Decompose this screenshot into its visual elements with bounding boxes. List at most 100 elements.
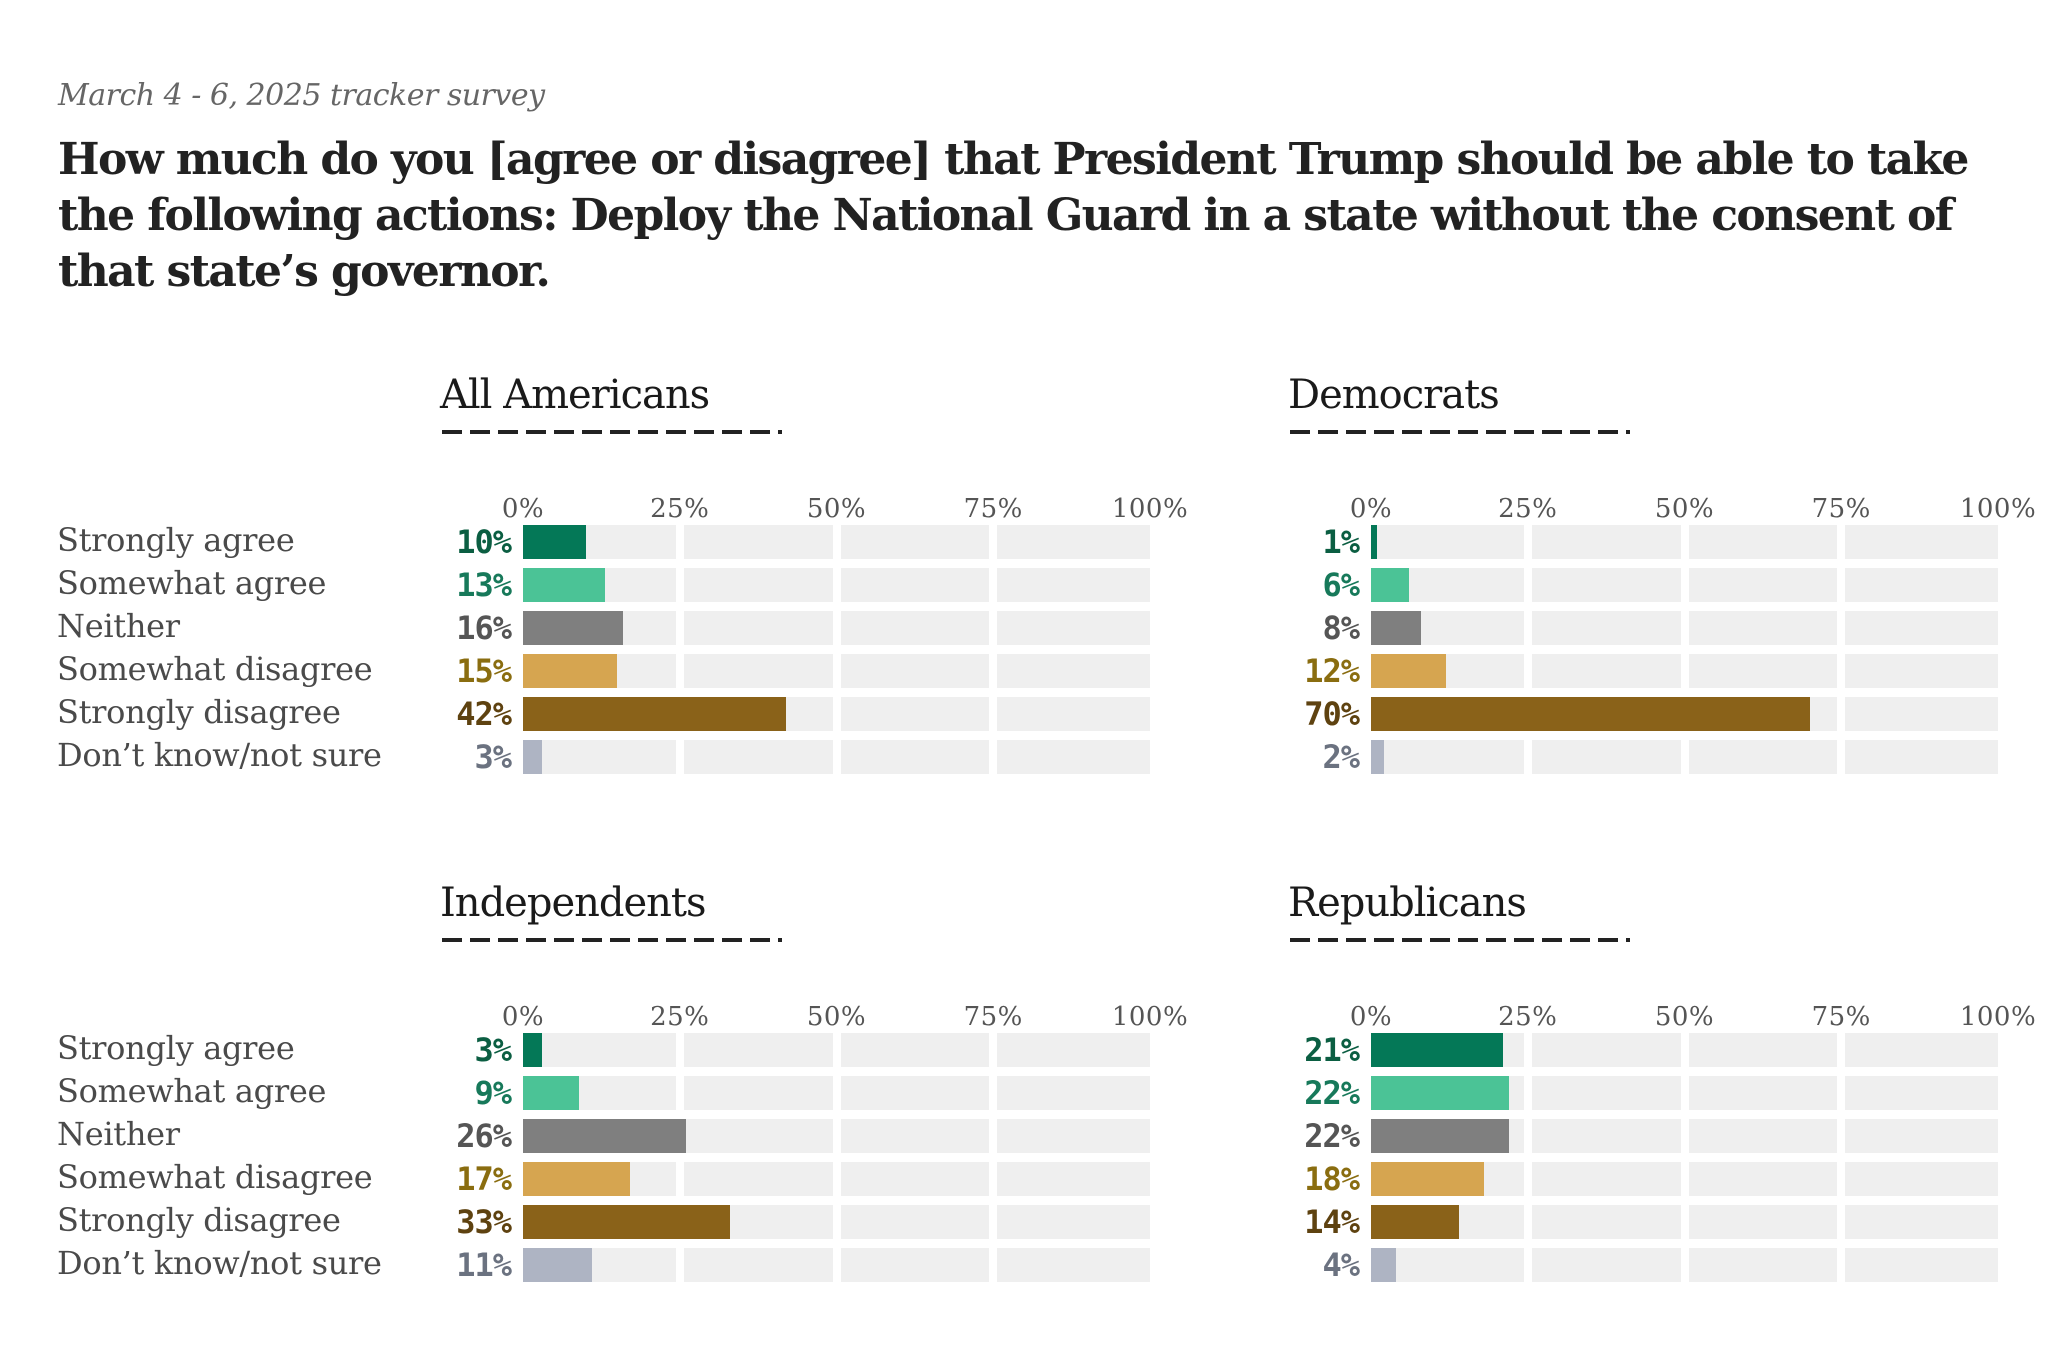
track-segment: [683, 568, 833, 602]
category-label: Don’t know/not sure: [57, 736, 382, 774]
bar-neither: [1371, 611, 1422, 645]
panel-heading: Independents: [440, 880, 707, 926]
track-segment: [1531, 568, 1681, 602]
bar-row: Strongly disagree 33%: [57, 1201, 1150, 1241]
panel-heading: All Americans: [440, 372, 710, 418]
track-segment: [840, 740, 990, 774]
x-tick-label: 25%: [650, 1002, 710, 1032]
track-segment: [1371, 740, 1524, 774]
chart-panel-republicans: Republicans 0% 25% 50% 75% 100% 21% 22% 22% 18% 14…: [1288, 880, 2048, 1300]
track-segment: [683, 1248, 833, 1282]
value-label: 9%: [474, 1074, 512, 1112]
bar-row: Somewhat agree 13%: [57, 564, 1150, 604]
x-tick-label: 75%: [963, 494, 1023, 524]
value-label: 3%: [474, 1031, 512, 1069]
track-segment: [997, 611, 1150, 645]
bar-somewhat-disagree: [1371, 1162, 1484, 1196]
bar-row: 14%: [1288, 1203, 1998, 1241]
bar-track: [523, 740, 1150, 774]
track-segment: [840, 1205, 990, 1239]
chart-panel-all-americans: All Americans 0% 25% 50% 75% 100% Strongly agr…: [57, 372, 1440, 792]
track-segment: [1688, 1248, 1838, 1282]
x-tick-label: 100%: [1111, 494, 1189, 524]
track-segment: [840, 697, 990, 731]
track-segment: [1688, 1033, 1838, 1067]
bar-somewhat-disagree: [523, 1162, 630, 1196]
panel-heading: Democrats: [1288, 372, 1500, 418]
bar-track: [1371, 568, 1998, 602]
x-tick-label: 75%: [963, 1002, 1023, 1032]
bar-strongly-agree: [523, 525, 586, 559]
chart-panel-democrats: Democrats 0% 25% 50% 75% 100% 1% 6% 8% 12% 70% 2%: [1288, 372, 2048, 792]
track-segment: [840, 568, 990, 602]
bar-row: Somewhat disagree 17%: [57, 1158, 1150, 1198]
bar-track: [1371, 525, 1998, 559]
track-segment: [997, 1248, 1150, 1282]
track-segment: [997, 1119, 1150, 1153]
track-segment: [1531, 1248, 1681, 1282]
x-tick-label: 50%: [1654, 494, 1715, 524]
track-segment: [1531, 525, 1681, 559]
bar-somewhat-agree: [1371, 568, 1409, 602]
track-segment: [1531, 1162, 1681, 1196]
bar-track: [523, 697, 1150, 731]
survey-date-subtitle: March 4 - 6, 2025 tracker survey: [58, 78, 545, 113]
track-segment: [1845, 1033, 1998, 1067]
bar-track: [523, 1248, 1150, 1282]
bar-row: Neither 26%: [57, 1115, 1150, 1155]
x-tick-label: 100%: [1959, 494, 2037, 524]
track-segment: [1845, 697, 1998, 731]
track-segment: [1688, 611, 1838, 645]
x-tick-label: 100%: [1111, 1002, 1189, 1032]
track-segment: [1531, 740, 1681, 774]
bar-row: 4%: [1288, 1246, 1998, 1284]
track-segment: [1688, 1119, 1838, 1153]
track-segment: [997, 740, 1150, 774]
track-segment: [997, 1205, 1150, 1239]
track-segment: [1688, 525, 1838, 559]
track-segment: [997, 1162, 1150, 1196]
bar-row: 1%: [1288, 523, 1998, 561]
value-label: 42%: [456, 695, 512, 733]
track-segment: [1531, 1033, 1681, 1067]
bar-track: [1371, 1119, 1998, 1153]
track-segment: [683, 1119, 833, 1153]
bar-row: 12%: [1288, 652, 1998, 690]
value-label: 22%: [1304, 1074, 1360, 1112]
x-tick-label: 25%: [1498, 1002, 1558, 1032]
value-label: 6%: [1322, 566, 1360, 604]
bar-track: [523, 1205, 1150, 1239]
x-tick-label: 0%: [501, 1002, 545, 1032]
track-segment: [1845, 1205, 1998, 1239]
track-segment: [1688, 654, 1838, 688]
track-segment: [523, 740, 676, 774]
track-segment: [1845, 1076, 1998, 1110]
bar-strongly-disagree: [1371, 1205, 1459, 1239]
bar-row: Strongly disagree 42%: [57, 693, 1150, 733]
track-segment: [1845, 525, 1998, 559]
bar-row: 22%: [1288, 1074, 1998, 1112]
track-segment: [683, 525, 833, 559]
track-segment: [997, 654, 1150, 688]
track-segment: [1845, 740, 1998, 774]
bar-strongly-disagree: [1371, 697, 1810, 731]
heading-underline: [1290, 938, 1630, 942]
bar-track: [523, 1119, 1150, 1153]
category-label: Strongly disagree: [57, 693, 341, 731]
bar-track: [1371, 1033, 1998, 1067]
category-label: Somewhat agree: [57, 1072, 327, 1110]
bar-don-t-know-not-sure: [1371, 740, 1384, 774]
bar-track: [523, 1076, 1150, 1110]
track-segment: [1371, 1248, 1524, 1282]
chart-panel-independents: Independents 0% 25% 50% 75% 100% Strongly agre…: [57, 880, 1440, 1300]
track-segment: [683, 1076, 833, 1110]
x-tick-label: 0%: [1349, 1002, 1393, 1032]
value-label: 11%: [456, 1246, 512, 1284]
bar-strongly-agree: [1371, 525, 1378, 559]
category-label: Somewhat disagree: [57, 650, 373, 688]
x-tick-label: 75%: [1811, 494, 1871, 524]
bar-row: 6%: [1288, 566, 1998, 604]
bar-row: Don’t know/not sure 11%: [57, 1244, 1150, 1284]
track-segment: [1688, 568, 1838, 602]
panel-heading: Republicans: [1288, 880, 1527, 926]
